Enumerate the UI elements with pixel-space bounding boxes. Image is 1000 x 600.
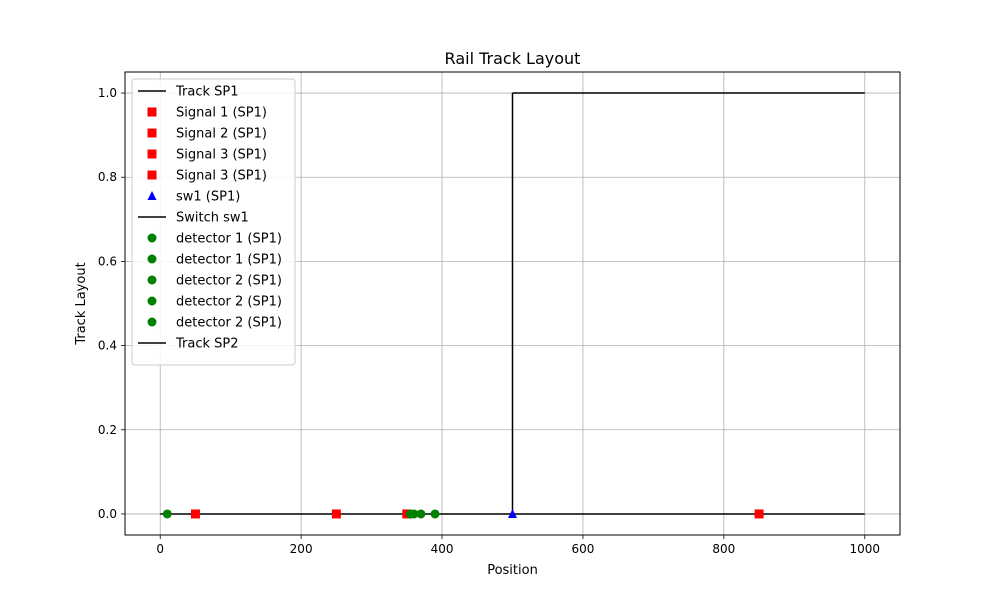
- series-marker: [162, 509, 172, 519]
- x-tick-label: 400: [431, 542, 454, 556]
- legend-swatch: [147, 128, 157, 138]
- legend-swatch: [147, 254, 157, 264]
- legend-label: Signal 1 (SP1): [176, 106, 267, 121]
- x-tick-label: 200: [290, 542, 313, 556]
- legend-swatch: [147, 275, 157, 285]
- x-tick-label: 800: [712, 542, 735, 556]
- legend-swatch: [147, 296, 157, 306]
- legend-swatch: [147, 233, 157, 243]
- legend-box: [131, 78, 296, 366]
- y-tick-label: 0.8: [98, 170, 117, 184]
- legend-swatch: [147, 317, 157, 327]
- series-marker: [409, 509, 419, 519]
- series-marker: [508, 508, 517, 518]
- legend-label: Switch sw1: [176, 211, 249, 226]
- x-axis-label: Position: [487, 563, 538, 578]
- legend-label: sw1 (SP1): [176, 190, 240, 205]
- legend-swatch: [147, 191, 157, 200]
- y-tick-label: 0.6: [98, 254, 117, 268]
- x-tick-label: 600: [572, 542, 595, 556]
- legend-label: detector 2 (SP1): [176, 316, 282, 331]
- axes-frame: [124, 71, 901, 536]
- legend: Track SP1 Signal 1 (SP1) Signal 2 (SP1) Sig…: [131, 78, 296, 366]
- ticks: 0 200 400 600 800 1000 0.0 0.2 0.4 0.6 0.8 1.0: [98, 86, 880, 556]
- series-marker: [754, 509, 764, 519]
- legend-swatch: [147, 170, 157, 180]
- y-axis-label: Track Layout: [74, 262, 89, 345]
- series-marker: [190, 509, 200, 519]
- y-tick-label: 0.4: [98, 339, 117, 353]
- legend-label: Track SP2: [175, 337, 239, 352]
- legend-label: Track SP1: [175, 85, 239, 100]
- chart-title: Rail Track Layout: [445, 49, 581, 68]
- legend-swatch: [147, 107, 157, 117]
- series-layer: [160, 92, 865, 519]
- x-tick-label: 0: [156, 542, 164, 556]
- legend-swatch: [147, 149, 157, 159]
- y-tick-label: 1.0: [98, 86, 117, 100]
- series-marker: [331, 509, 341, 519]
- legend-label: detector 1 (SP1): [176, 253, 282, 268]
- series-marker: [416, 509, 426, 519]
- legend-label: Signal 2 (SP1): [176, 127, 267, 142]
- legend-label: Signal 3 (SP1): [176, 148, 267, 163]
- legend-label: detector 1 (SP1): [176, 232, 282, 247]
- x-tick-label: 1000: [849, 542, 880, 556]
- legend-label: detector 2 (SP1): [176, 295, 282, 310]
- y-tick-label: 0.2: [98, 423, 117, 437]
- series-marker: [430, 509, 440, 519]
- y-tick-label: 0.0: [98, 507, 117, 521]
- legend-label: detector 2 (SP1): [176, 274, 282, 289]
- legend-label: Signal 3 (SP1): [176, 169, 267, 184]
